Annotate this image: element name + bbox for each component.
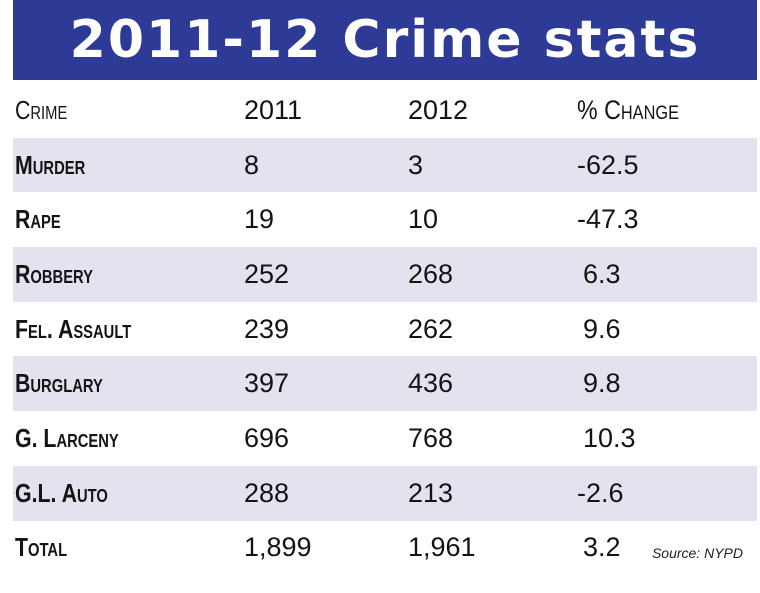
table-row: G.L. Auto 288 213 -2.6 [13,465,757,521]
table-row: Fel. Assault 239 262 9.6 [13,302,757,357]
total-2011-cell: 1,899 [244,532,312,563]
total-percent-change-cell: 3.2 [583,532,621,563]
chart-title: 2011-12 Crime stats [69,10,701,70]
percent-change-cell: -2.6 [577,477,624,508]
column-header-2012: 2012 [408,94,469,125]
value-2011-cell: 288 [244,477,290,508]
value-2011-cell: 19 [244,204,275,235]
crime-name-cell: Fel. Assault [15,313,132,344]
value-2012-cell: 3 [408,149,424,180]
total-label-cell: Total [15,532,68,563]
crime-stats-table: Crime 2011 2012 % Change Murder 8 3 -62.… [13,83,757,575]
value-2012-cell: 436 [408,368,454,399]
crime-name-cell: Burglary [15,368,103,399]
table-total-row: Total 1,899 1,961 3.2 Source: NYPD [13,521,757,576]
table-row: Robbery 252 268 6.3 [13,247,757,302]
source-note: Source: NYPD [651,544,743,561]
value-2011-cell: 252 [244,258,290,289]
column-header-2011: 2011 [244,94,303,125]
percent-change-cell: -47.3 [577,204,639,235]
percent-change-cell: 9.8 [583,368,621,399]
percent-change-cell: 9.6 [583,313,621,344]
crime-name-cell: Rape [15,204,61,235]
column-header-percent-change: % Change [577,94,679,125]
percent-change-cell: 6.3 [583,258,621,289]
crime-name-cell: Murder [15,149,86,180]
column-header-crime: Crime [15,94,68,125]
table-row: G. Larceny 696 768 10.3 [13,411,757,466]
value-2012-cell: 768 [408,422,454,453]
title-banner: 2011-12 Crime stats [13,0,757,80]
value-2011-cell: 8 [244,149,260,180]
total-2012-cell: 1,961 [408,532,476,563]
value-2011-cell: 397 [244,368,290,399]
percent-change-cell: -62.5 [577,149,639,180]
table-row: Murder 8 3 -62.5 [13,137,757,193]
value-2012-cell: 262 [408,313,454,344]
percent-change-cell: 10.3 [583,422,636,453]
table-header-row: Crime 2011 2012 % Change [13,83,757,138]
value-2012-cell: 10 [408,204,439,235]
crime-name-cell: G. Larceny [15,422,119,453]
value-2011-cell: 239 [244,313,290,344]
value-2012-cell: 268 [408,258,454,289]
crime-name-cell: Robbery [15,258,94,289]
value-2011-cell: 696 [244,422,290,453]
value-2012-cell: 213 [408,477,454,508]
crime-name-cell: G.L. Auto [15,477,108,508]
table-row: Burglary 397 436 9.8 [13,356,757,412]
table-row: Rape 19 10 -47.3 [13,192,757,247]
